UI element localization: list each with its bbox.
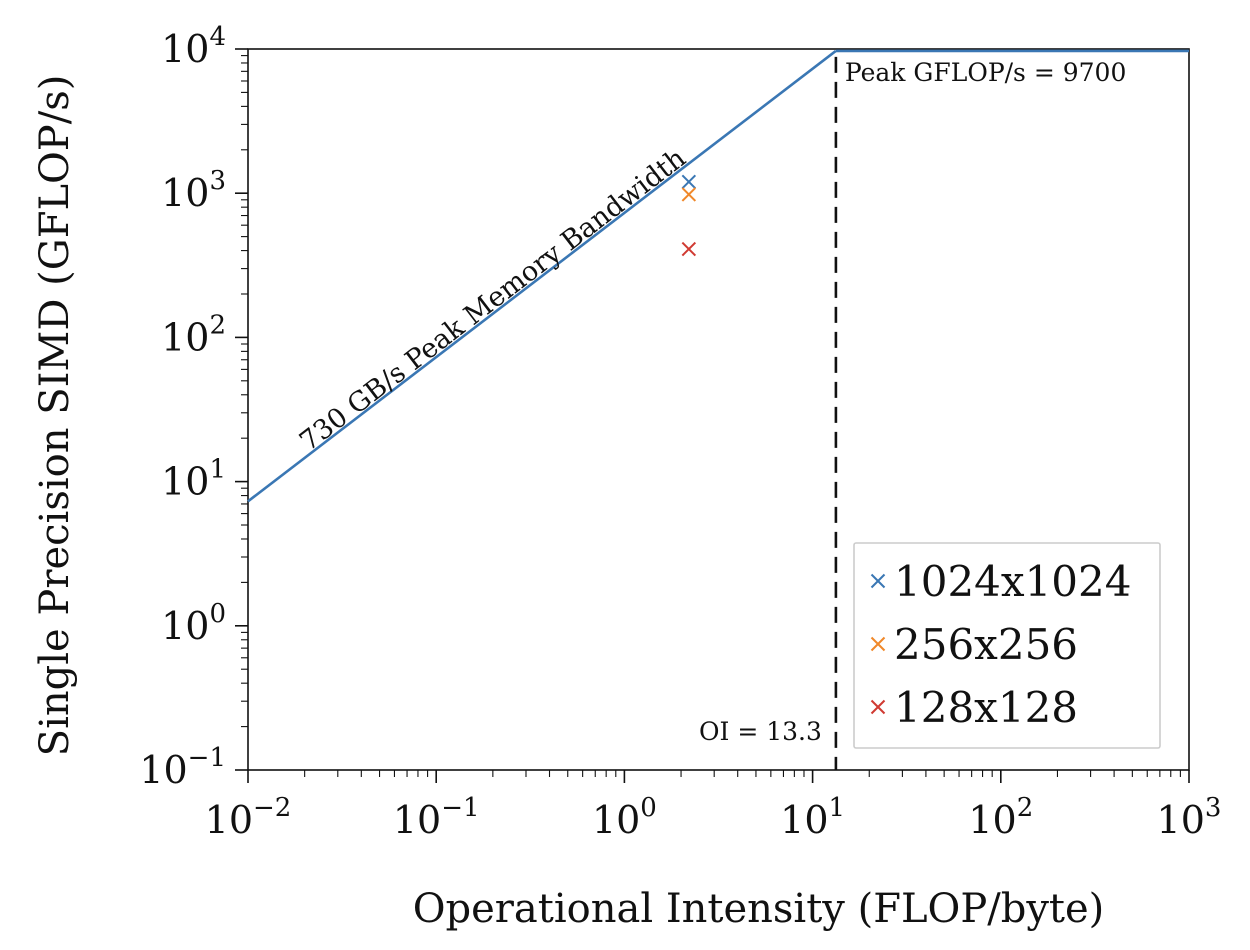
y-tick-label: 102 (161, 310, 226, 359)
x-axis-title: Operational Intensity (FLOP/byte) (413, 886, 1105, 932)
y-axis-title: Single Precision SIMD (GFLOP/s) (32, 75, 78, 757)
y-tick-label: 10−1 (139, 743, 226, 792)
peak-label: Peak GFLOP/s = 9700 (845, 58, 1126, 87)
legend-marker (870, 636, 886, 652)
plot-area (247, 48, 1190, 771)
bandwidth-roof-line (247, 49, 837, 503)
legend-entry-label: 128x128 (894, 683, 1078, 732)
data-point (681, 187, 697, 202)
x-tick-label: 101 (780, 793, 845, 842)
legend: 1024x1024 256x256 128x128 (853, 542, 1161, 749)
ridge-label: OI = 13.3 (699, 717, 822, 746)
y-tick-label: 103 (161, 166, 226, 215)
chart-marks (247, 49, 1189, 770)
data-point (681, 241, 697, 257)
x-tick-label: 102 (968, 793, 1033, 842)
legend-box (853, 542, 1161, 749)
legend-marker (870, 573, 886, 589)
legend-entry-label: 256x256 (894, 620, 1078, 669)
x-axis: 10−2 10−1 100 101 102 103 (205, 770, 1222, 842)
x-tick-label: 100 (592, 793, 657, 842)
x-tick-label: 10−1 (393, 793, 480, 842)
x-tick-label: 103 (1157, 793, 1222, 842)
legend-entry-label: 1024x1024 (894, 557, 1131, 606)
legend-marker (870, 699, 886, 715)
y-tick-label: 104 (161, 22, 226, 71)
plot-frame (247, 48, 1190, 771)
x-tick-label: 10−2 (205, 793, 292, 842)
y-tick-label: 101 (161, 455, 226, 504)
bandwidth-label: 730 GB/s Peak Memory Bandwidth (294, 143, 692, 458)
y-axis: 10−1 100 101 102 103 104 (139, 22, 248, 792)
y-tick-label: 100 (161, 599, 226, 648)
data-point (681, 174, 697, 189)
